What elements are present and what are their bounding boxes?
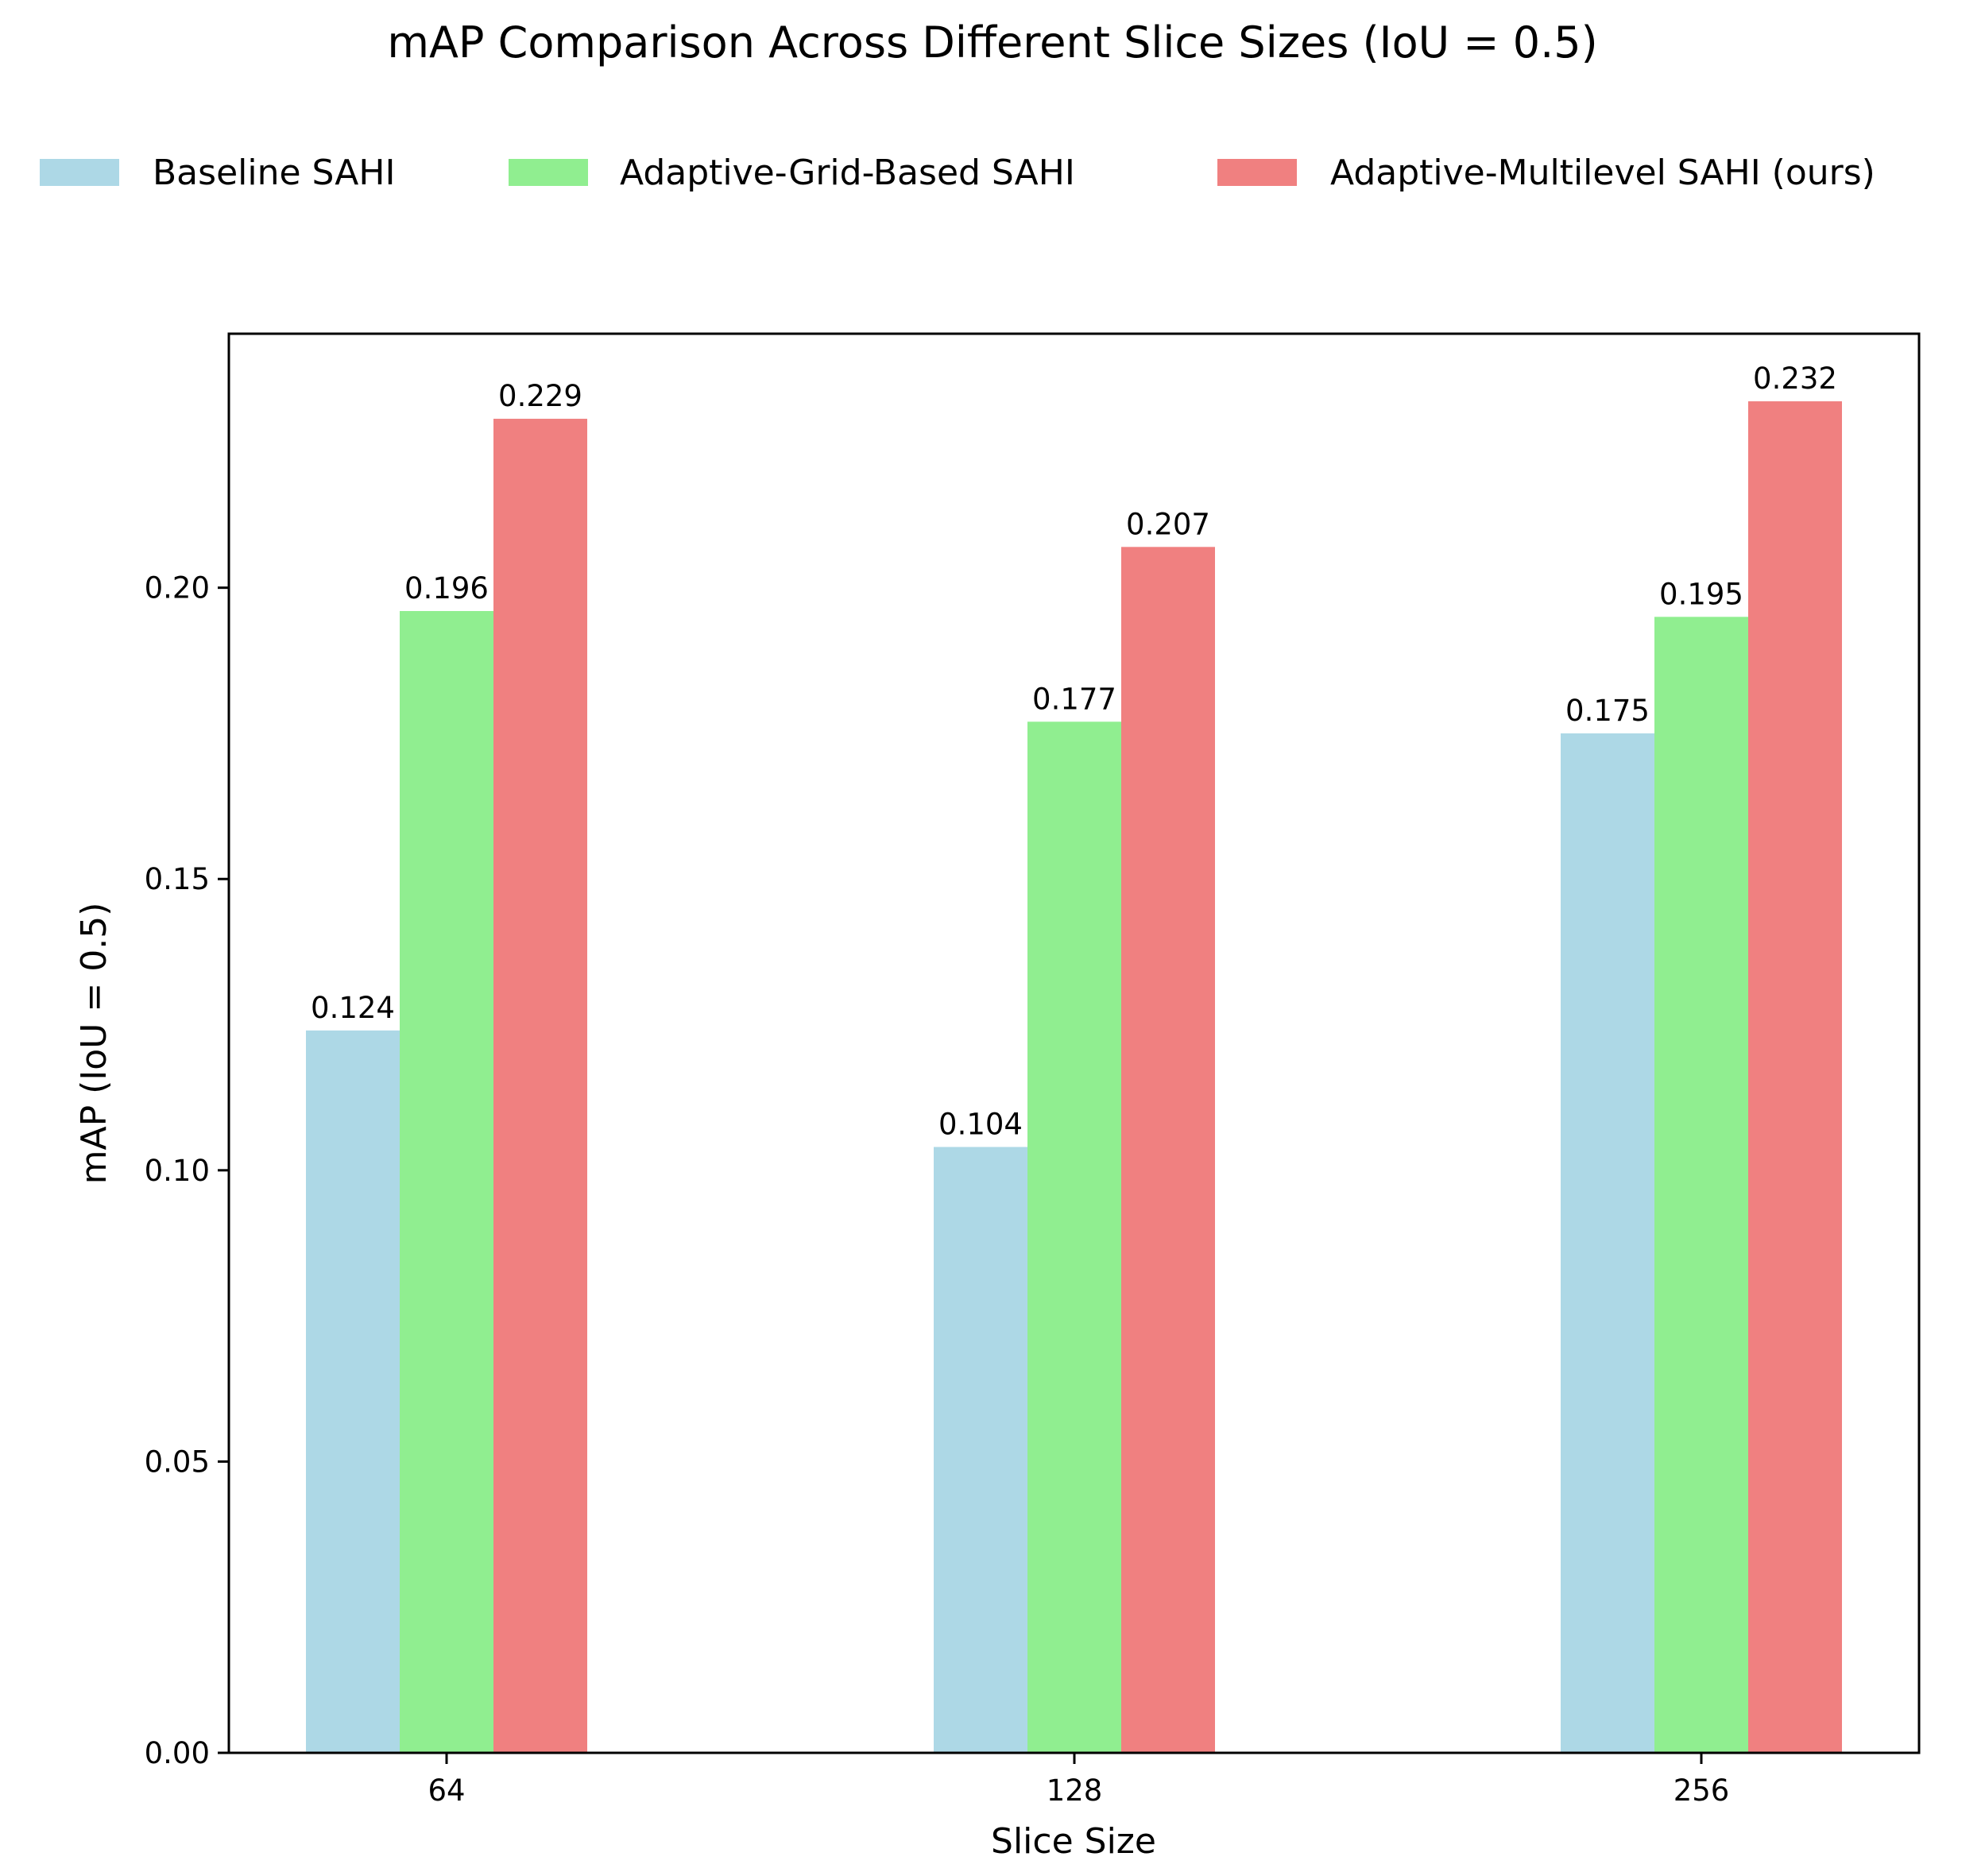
bar-128-series-2 [1027, 721, 1121, 1753]
x-tick-label: 64 [428, 1773, 465, 1808]
legend: Baseline SAHI Adaptive-Grid-Based SAHI Ada… [40, 153, 1875, 193]
bar-value-label: 0.175 [1565, 694, 1650, 728]
legend-swatch [40, 159, 119, 186]
legend-label: Adaptive-Grid-Based SAHI [620, 153, 1075, 193]
legend-label: Baseline SAHI [153, 153, 395, 193]
legend-swatch [1217, 159, 1297, 186]
chart-title: mAP Comparison Across Different Slice Si… [387, 17, 1597, 68]
bar-value-label: 0.196 [404, 571, 489, 605]
bar-256-series-2 [1654, 617, 1748, 1753]
bar-value-label: 0.195 [1659, 577, 1743, 611]
bar-value-label: 0.177 [1032, 682, 1116, 716]
bar-value-label: 0.207 [1126, 507, 1210, 541]
y-tick-label: 0.10 [145, 1154, 210, 1188]
bar-128-series-3 [1121, 547, 1215, 1754]
y-tick-label: 0.20 [145, 571, 210, 605]
legend-swatch [509, 159, 588, 186]
bar-value-label: 0.229 [498, 379, 582, 413]
y-tick-label: 0.05 [145, 1445, 210, 1479]
bar-64-series-2 [400, 610, 493, 1753]
x-tick-label: 128 [1047, 1773, 1103, 1808]
bar-64-series-1 [306, 1030, 400, 1753]
y-axis: 0.00 0.05 0.10 0.15 0.20 [145, 571, 229, 1770]
legend-label: Adaptive-Multilevel SAHI (ours) [1330, 153, 1875, 193]
bar-value-label: 0.124 [311, 991, 395, 1025]
bar-256-series-1 [1561, 733, 1654, 1753]
bar-value-label: 0.232 [1753, 362, 1837, 396]
bar-256-series-3 [1748, 401, 1842, 1753]
x-tick-label: 256 [1674, 1773, 1730, 1808]
bar-value-labels: 0.124 0.104 0.175 0.196 0.177 0.195 0.229 0.207… [311, 362, 1837, 1141]
y-tick-label: 0.00 [145, 1736, 210, 1770]
y-axis-label: mAP (IoU = 0.5) [74, 903, 114, 1185]
bar-128-series-1 [934, 1147, 1027, 1753]
bar-group [306, 401, 1842, 1754]
y-tick-label: 0.15 [145, 862, 210, 896]
bar-64-series-3 [493, 419, 587, 1753]
x-axis: 64 128 256 [428, 1753, 1729, 1808]
x-axis-label: Slice Size [991, 1821, 1156, 1862]
bar-value-label: 0.104 [938, 1108, 1023, 1142]
